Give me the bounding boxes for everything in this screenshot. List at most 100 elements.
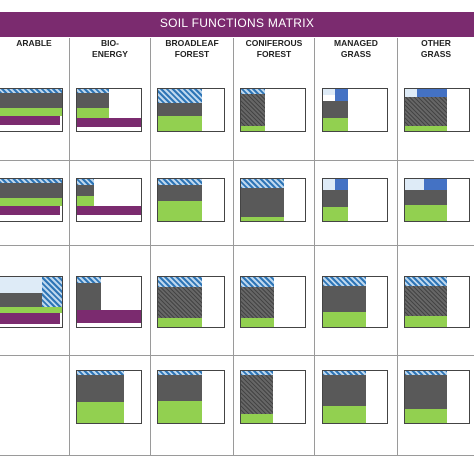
hatched-blue-segment <box>240 178 284 188</box>
green-segment <box>76 108 109 118</box>
column-header-line2: FOREST <box>174 49 210 59</box>
matrix-cell <box>322 276 388 338</box>
matrix-cell <box>404 88 470 142</box>
purple-segment <box>76 117 142 127</box>
dark-grey-segment <box>322 375 366 406</box>
matrix-cell <box>404 276 470 338</box>
row-divider <box>0 160 474 161</box>
green-segment <box>322 312 366 328</box>
matrix-cell <box>240 178 306 232</box>
dark-grey-segment <box>322 286 366 313</box>
matrix-cell <box>240 370 306 434</box>
row-divider <box>0 455 474 456</box>
green-segment <box>322 207 349 222</box>
light-blue-segment <box>322 88 336 96</box>
cell-outline <box>76 178 142 222</box>
hatched-blue-segment <box>76 178 95 186</box>
hatched-blue-segment <box>404 276 447 287</box>
hatched-blue-segment <box>157 276 202 288</box>
column-header-line1: OTHER <box>421 38 451 48</box>
green-segment <box>240 216 284 222</box>
cell-outline <box>322 370 388 424</box>
dark-grey-segment <box>0 183 63 199</box>
matrix-cell <box>404 370 470 434</box>
cell-outline <box>240 370 306 424</box>
column-header-line1: ARABLE <box>16 38 52 48</box>
green-segment <box>0 198 63 207</box>
purple-segment <box>0 313 60 324</box>
column-header-line2: ENERGY <box>92 49 128 59</box>
matrix-cell <box>322 178 388 232</box>
green-segment <box>240 125 266 132</box>
hatched-blue-segment <box>240 88 266 95</box>
cell-outline <box>322 276 388 328</box>
column-header-line1: MANAGED <box>334 38 378 48</box>
column-header-line2: FOREST <box>256 49 292 59</box>
cell-outline <box>240 178 306 222</box>
cell-outline <box>157 88 225 132</box>
column-header-broadleaf-forest: BROADLEAF FOREST <box>151 38 233 72</box>
cell-outline <box>404 276 470 328</box>
dark-grey-segment <box>322 101 349 118</box>
cell-outline <box>404 178 470 222</box>
hatched-dark-segment <box>404 96 447 126</box>
column-header-line1: BROADLEAF <box>165 38 219 48</box>
green-segment <box>157 401 202 424</box>
green-segment <box>157 116 202 132</box>
green-segment <box>76 402 124 424</box>
hatched-blue-segment <box>404 370 447 376</box>
green-segment <box>157 317 202 328</box>
column-divider <box>397 38 398 456</box>
hatched-blue-segment <box>322 370 366 376</box>
cell-outline <box>322 178 388 222</box>
column-header-managed-grass: MANAGED GRASS <box>315 38 397 72</box>
matrix-cell <box>76 88 142 142</box>
matrix-cell <box>0 276 63 338</box>
dark-grey-segment <box>0 292 42 308</box>
matrix-cell <box>404 178 470 232</box>
green-segment <box>0 108 63 117</box>
hatched-blue-segment <box>42 276 63 308</box>
hatched-blue-segment <box>157 88 202 103</box>
cell-outline <box>157 370 225 424</box>
dark-grey-segment <box>157 375 202 402</box>
column-header-bio-energy: BIO- ENERGY <box>70 38 150 72</box>
row-divider <box>0 245 474 246</box>
cell-outline <box>240 88 306 132</box>
matrix-cell <box>322 370 388 434</box>
dark-grey-segment <box>404 375 447 409</box>
matrix-cell <box>0 178 63 232</box>
purple-segment <box>0 206 60 215</box>
green-segment <box>240 414 273 424</box>
green-segment <box>157 200 202 222</box>
column-divider <box>150 38 151 456</box>
cell-outline <box>322 88 388 132</box>
cell-outline <box>240 276 306 328</box>
matrix-cell <box>0 88 63 142</box>
matrix-cell <box>157 276 225 338</box>
blue-segment <box>335 178 349 191</box>
matrix-cell <box>240 88 306 142</box>
hatched-blue-segment <box>76 88 109 94</box>
hatched-blue-segment <box>0 88 63 94</box>
matrix-cell <box>76 276 142 338</box>
dark-grey-segment <box>76 185 95 197</box>
dark-grey-segment <box>76 93 109 109</box>
dark-grey-segment <box>322 190 349 208</box>
purple-segment <box>76 206 142 215</box>
matrix-cell <box>322 88 388 142</box>
hatched-blue-segment <box>322 276 366 287</box>
cell-outline <box>157 276 225 328</box>
column-header-coniferous-forest: CONIFEROUS FOREST <box>234 38 314 72</box>
green-segment <box>404 315 447 328</box>
dark-grey-segment <box>240 187 284 217</box>
column-header-line2: GRASS <box>420 49 452 59</box>
hatched-dark-segment <box>404 286 447 316</box>
cell-outline <box>76 370 142 424</box>
matrix-cell <box>76 178 142 232</box>
hatched-blue-segment <box>76 370 124 376</box>
cell-outline <box>0 88 63 132</box>
matrix-cell <box>240 276 306 338</box>
blue-segment <box>417 88 447 97</box>
